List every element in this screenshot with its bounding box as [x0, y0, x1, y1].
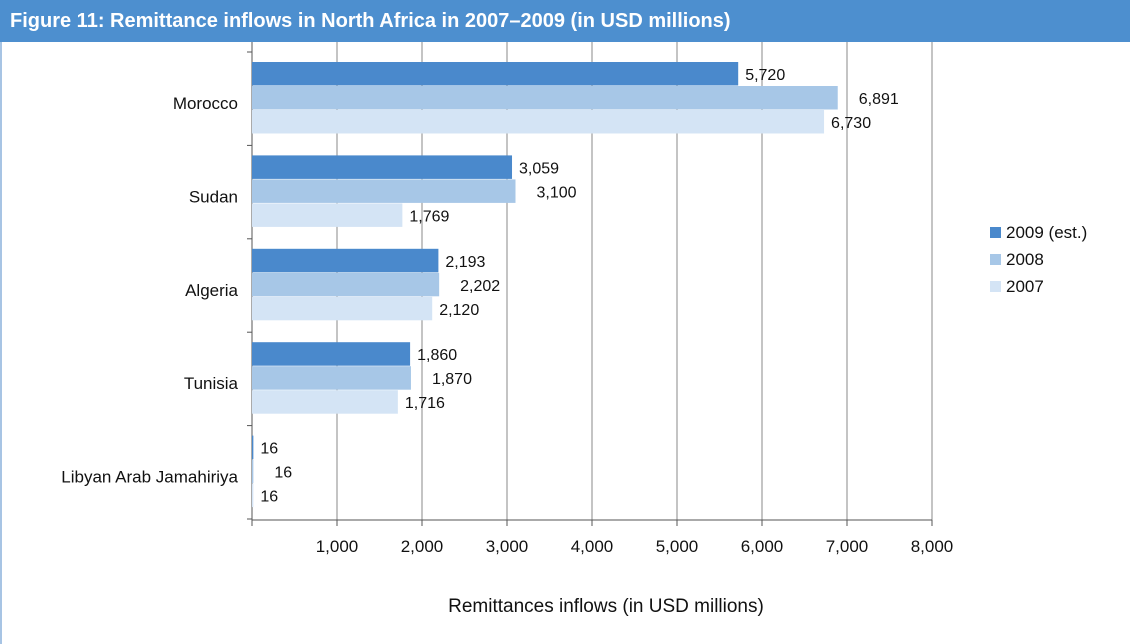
bar [252, 62, 739, 86]
bar [252, 459, 254, 484]
x-tick-label: 5,000 [656, 537, 699, 556]
data-label: 16 [260, 441, 278, 458]
legend-label: 2009 (est.) [1006, 223, 1087, 242]
bar [252, 86, 838, 110]
category-label: Sudan [189, 187, 238, 206]
legend-swatch [990, 254, 1001, 265]
data-label: 2,193 [445, 254, 485, 271]
category-label: Libyan Arab Jamahiriya [61, 468, 238, 487]
bar [252, 155, 513, 179]
data-label: 5,720 [745, 67, 785, 84]
x-tick-label: 3,000 [486, 537, 529, 556]
data-label: 1,716 [405, 395, 445, 412]
x-tick-label: 6,000 [741, 537, 784, 556]
data-label: 3,100 [537, 184, 577, 201]
data-label: 6,730 [831, 115, 871, 132]
category-label: Tunisia [184, 374, 239, 393]
data-label: 6,891 [859, 91, 899, 108]
legend-swatch [990, 281, 1001, 292]
bar [252, 366, 411, 390]
figure-title: Figure 11: Remittance inflows in North A… [10, 10, 731, 32]
data-label: 16 [274, 465, 292, 482]
x-tick-label: 2,000 [401, 537, 444, 556]
x-axis-title: Remittances inflows (in USD millions) [448, 596, 764, 617]
figure-title-bar: Figure 11: Remittance inflows in North A… [0, 0, 1130, 42]
category-label: Morocco [173, 94, 238, 113]
bar [252, 272, 440, 297]
bar-chart: 1,000 2,000 3,000 4,000 5,000 6,000 7,000 8,000… [61, 42, 1087, 617]
frame-border [0, 42, 2, 644]
data-label: 1,860 [417, 347, 457, 364]
data-label: 2,120 [439, 302, 479, 319]
bar [252, 203, 403, 227]
data-label: 3,059 [519, 160, 559, 177]
bar [252, 179, 516, 203]
bar [252, 296, 433, 321]
x-tick-label: 7,000 [826, 537, 869, 556]
data-label: 1,870 [432, 371, 472, 388]
category-label: Algeria [185, 281, 238, 300]
bar [252, 248, 439, 273]
legend-label: 2007 [1006, 277, 1044, 296]
x-tick-label: 8,000 [911, 537, 954, 556]
legend-label: 2008 [1006, 250, 1044, 269]
data-label: 16 [260, 489, 278, 506]
bar [252, 110, 825, 134]
data-label: 1,769 [409, 208, 449, 225]
data-label: 2,202 [460, 278, 500, 295]
bar [252, 483, 254, 508]
x-tick-label: 1,000 [316, 537, 359, 556]
bar [252, 342, 411, 366]
x-tick-label: 4,000 [571, 537, 614, 556]
bar [252, 435, 254, 460]
legend-swatch [990, 227, 1001, 238]
bar [252, 390, 398, 414]
